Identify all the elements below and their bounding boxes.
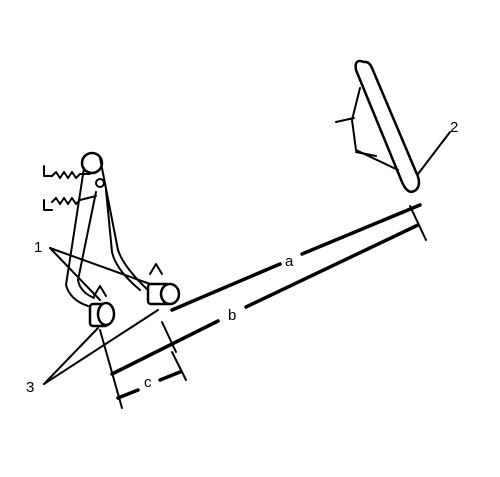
leader-3-left [43,327,99,385]
leader-lines [43,131,451,385]
dimension-a [170,203,427,312]
spring-lower [43,195,97,211]
dimension-b [110,223,420,376]
dimension-label-c: c [144,374,152,391]
dimension-c [99,329,187,409]
steering-wheel [335,59,421,193]
leader-2 [417,131,451,175]
leader-1-left [49,247,101,301]
pedal-assembly [43,151,181,328]
dimension-label-a: a [285,253,294,270]
callout-3: 3 [26,379,34,396]
pivot-top [80,151,104,175]
spring-upper [43,165,91,179]
pedal-pad-right [146,263,181,306]
leader-3-right [43,309,159,385]
leader-1-right [49,247,151,285]
pivot-bolt [95,178,105,188]
pedal-pad-left [88,285,116,328]
dimension-label-b: b [228,307,236,324]
callout-1: 1 [34,239,42,256]
callout-2: 2 [450,119,458,136]
